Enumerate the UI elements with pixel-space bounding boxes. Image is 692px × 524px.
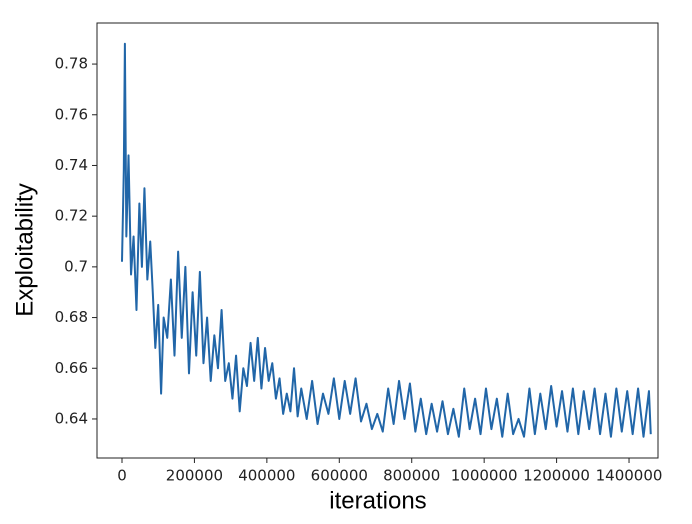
y-axis-label: Exploitability xyxy=(11,183,38,316)
y-tick-label: 0.78 xyxy=(55,55,88,73)
y-tick-label: 0.66 xyxy=(55,359,88,377)
x-tick-label: 1200000 xyxy=(523,467,590,485)
x-axis-label: iterations xyxy=(329,487,426,514)
x-tick-label: 0 xyxy=(117,467,127,485)
x-tick-label: 800000 xyxy=(383,467,440,485)
x-tick-label: 200000 xyxy=(166,467,223,485)
data-line xyxy=(120,42,652,438)
x-tick-label: 1000000 xyxy=(451,467,518,485)
y-tick-label: 0.74 xyxy=(55,156,88,174)
x-tick-label: 600000 xyxy=(311,467,368,485)
y-tick-label: 0.64 xyxy=(55,409,88,427)
x-tick-label: 1400000 xyxy=(596,467,663,485)
x-tick-label: 400000 xyxy=(238,467,295,485)
y-tick-label: 0.72 xyxy=(55,207,88,225)
y-tick-label: 0.76 xyxy=(55,105,88,123)
plot-frame xyxy=(96,22,659,459)
y-tick-label: 0.7 xyxy=(64,257,88,275)
y-tick-label: 0.68 xyxy=(55,308,88,326)
